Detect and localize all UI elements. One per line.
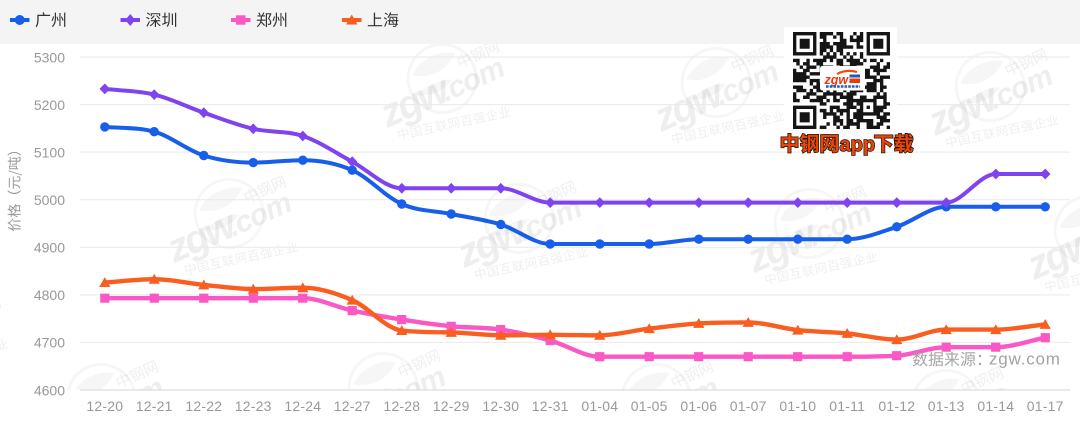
svg-text:12-21: 12-21 bbox=[136, 398, 173, 414]
svg-text:4800: 4800 bbox=[34, 287, 65, 303]
svg-text:12-31: 12-31 bbox=[532, 398, 569, 414]
svg-text:01-12: 01-12 bbox=[878, 398, 915, 414]
svg-text:12-24: 12-24 bbox=[284, 398, 321, 414]
svg-text:5000: 5000 bbox=[34, 192, 65, 208]
svg-text:4900: 4900 bbox=[34, 240, 65, 256]
svg-text:5200: 5200 bbox=[34, 97, 65, 113]
svg-text:5100: 5100 bbox=[34, 144, 65, 160]
svg-text:12-23: 12-23 bbox=[235, 398, 272, 414]
svg-text:01-13: 01-13 bbox=[928, 398, 965, 414]
svg-text:12-27: 12-27 bbox=[334, 398, 371, 414]
svg-text:12-30: 12-30 bbox=[482, 398, 519, 414]
svg-text:4700: 4700 bbox=[34, 335, 65, 351]
svg-text:12-29: 12-29 bbox=[433, 398, 470, 414]
svg-text:12-20: 12-20 bbox=[86, 398, 123, 414]
svg-text:12-28: 12-28 bbox=[383, 398, 420, 414]
svg-text:12-22: 12-22 bbox=[185, 398, 222, 414]
svg-text:01-11: 01-11 bbox=[829, 398, 865, 414]
svg-text:01-06: 01-06 bbox=[680, 398, 717, 414]
svg-text:01-07: 01-07 bbox=[730, 398, 767, 414]
svg-text:01-10: 01-10 bbox=[779, 398, 816, 414]
svg-text:4600: 4600 bbox=[34, 382, 65, 398]
svg-text:01-17: 01-17 bbox=[1027, 398, 1064, 414]
svg-text:zgw.com: zgw.com bbox=[989, 350, 1061, 369]
svg-text:zgw: zgw bbox=[824, 73, 850, 87]
svg-text:app: app bbox=[840, 134, 876, 156]
svg-text:01-04: 01-04 bbox=[581, 398, 618, 414]
svg-text:01-05: 01-05 bbox=[631, 398, 668, 414]
svg-text:01-14: 01-14 bbox=[977, 398, 1014, 414]
svg-text:5300: 5300 bbox=[34, 49, 65, 65]
